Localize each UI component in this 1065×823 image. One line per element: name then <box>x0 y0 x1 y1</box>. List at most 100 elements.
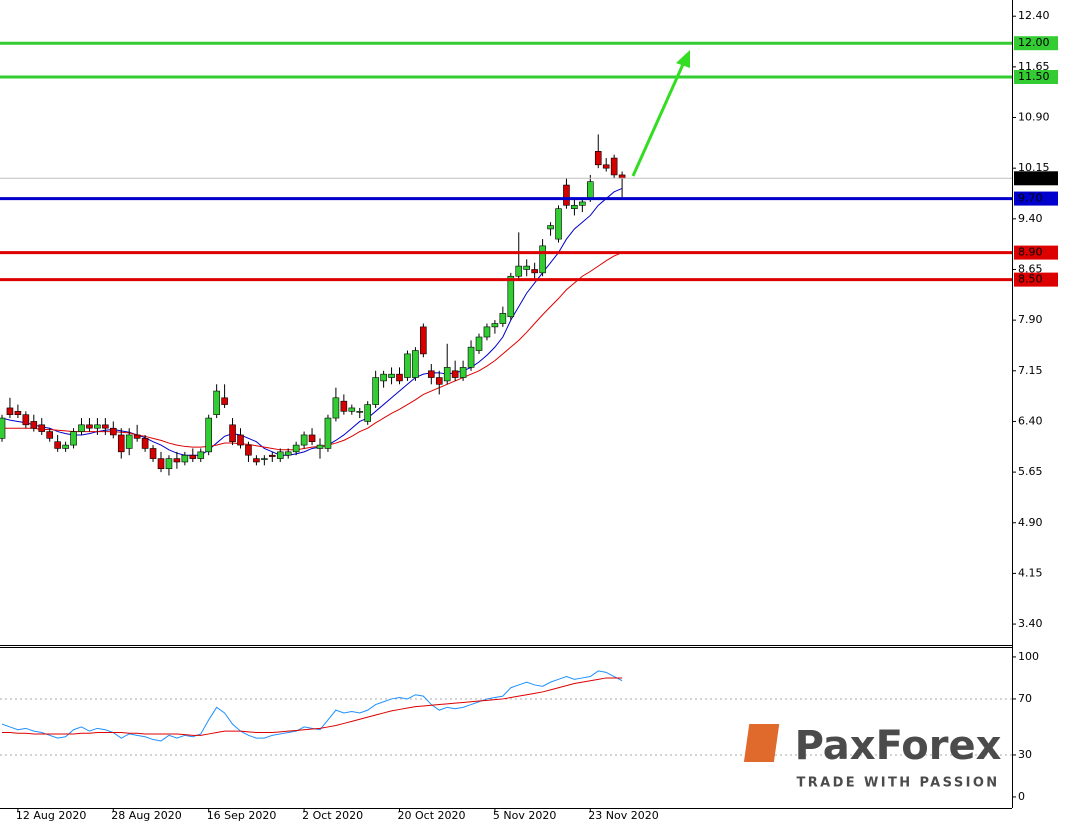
y-tick-label: 7.15 <box>1018 364 1043 377</box>
logo-name: PaxForex <box>795 723 1002 769</box>
candle-body <box>420 326 427 355</box>
y-tick-label: 10.15 <box>1018 161 1050 174</box>
candle-body <box>189 454 197 459</box>
candle-body <box>292 444 300 453</box>
candle-body <box>340 400 348 412</box>
y-tick-label: 10.90 <box>1018 111 1050 124</box>
candle-body <box>316 444 324 449</box>
level-label: 10.00 <box>1018 171 1050 184</box>
x-tick-label: 28 Aug 2020 <box>111 809 181 822</box>
candle-body <box>102 424 109 429</box>
candle-body <box>213 390 220 415</box>
candle-body <box>507 275 515 318</box>
candle-body <box>443 367 451 382</box>
candle-body <box>412 350 419 378</box>
candle-body <box>539 245 546 274</box>
candle-body <box>38 424 46 432</box>
candle-body <box>300 434 308 446</box>
x-tick-label: 23 Nov 2020 <box>588 809 658 822</box>
y-tick-label: 8.65 <box>1018 262 1043 275</box>
oscillator-line <box>2 677 623 736</box>
candle-body <box>253 458 260 463</box>
candle-body <box>388 373 395 378</box>
x-tick-label: 12 Aug 2020 <box>16 809 86 822</box>
y-tick-label: 9.40 <box>1018 212 1043 225</box>
candle-body <box>380 373 387 382</box>
candle-body <box>86 424 93 429</box>
candle-body <box>6 407 14 415</box>
candle-body <box>14 411 22 415</box>
candle-body <box>276 451 284 459</box>
forecast-arrow-head <box>676 50 690 68</box>
forecast-arrow <box>631 61 686 177</box>
candle-body <box>22 414 30 426</box>
candle-body <box>46 431 54 439</box>
candle-body <box>245 444 252 456</box>
x-tick-label: 5 Nov 2020 <box>493 809 556 822</box>
candle-body <box>515 265 523 277</box>
candle-body <box>173 458 181 463</box>
candle-body <box>372 377 379 405</box>
y-tick-label: 30 <box>1018 748 1032 761</box>
x-tick-label: 20 Oct 2020 <box>398 809 466 822</box>
candle-body <box>70 431 77 446</box>
candle-body <box>157 458 165 470</box>
candle-body <box>165 458 173 470</box>
x-tick-label: 2 Oct 2020 <box>302 809 363 822</box>
y-tick-label: 11.65 <box>1018 60 1050 73</box>
level-label-box <box>1014 245 1058 260</box>
oscillator-panel: 0 30 70 100 <box>0 650 1039 803</box>
candle-body <box>268 454 276 457</box>
oscillator-line <box>1 670 623 742</box>
candle-body <box>78 424 85 432</box>
candle-body <box>62 444 69 449</box>
candle-body <box>531 269 538 274</box>
candle-body <box>332 397 340 419</box>
candle-body <box>571 205 578 209</box>
candle-body <box>221 397 228 405</box>
y-tick-label: 3.40 <box>1018 617 1043 630</box>
candle-body <box>618 174 626 179</box>
candle-body <box>94 424 101 429</box>
candle-body <box>586 181 594 199</box>
level-label: 8.50 <box>1018 273 1043 286</box>
candle-body <box>602 164 610 169</box>
candle-body <box>141 438 149 449</box>
candle-body <box>610 157 618 176</box>
logo-tagline: TRADE WITH PASSION <box>796 776 999 791</box>
y-tick-label: 7.90 <box>1018 313 1043 326</box>
candle-body <box>181 454 189 463</box>
candle-body <box>475 336 483 351</box>
candle-body <box>555 208 562 240</box>
y-tick-label: 12.40 <box>1018 9 1050 22</box>
candle-body <box>467 346 475 368</box>
level-label-box <box>1014 69 1058 84</box>
candle-body <box>459 367 467 378</box>
candle-body <box>30 421 38 429</box>
candle-body <box>261 458 268 460</box>
y-tick-label: 4.15 <box>1018 566 1043 579</box>
level-label: 12.00 <box>1018 36 1050 49</box>
candle-body <box>117 434 125 453</box>
candle-body <box>404 353 411 378</box>
x-tick-label: 16 Sep 2020 <box>207 809 277 822</box>
logo-mark <box>743 724 780 762</box>
y-tick-label: 6.40 <box>1018 414 1043 427</box>
candle-body <box>427 370 435 378</box>
candle-body <box>594 150 602 166</box>
y-tick-label: 70 <box>1018 692 1032 705</box>
candle-body <box>205 417 212 453</box>
candle-body <box>499 313 507 324</box>
candle-body <box>149 448 157 459</box>
level-label: 8.90 <box>1018 246 1043 259</box>
candle-body <box>237 434 244 446</box>
candle-body <box>284 451 292 456</box>
candle-body <box>348 407 356 412</box>
candle-body <box>133 434 141 439</box>
candle-body <box>229 424 236 443</box>
level-label: 9.70 <box>1018 192 1043 205</box>
level-label-box <box>1014 272 1058 287</box>
candle-body <box>0 417 6 439</box>
candle-body <box>125 434 133 449</box>
